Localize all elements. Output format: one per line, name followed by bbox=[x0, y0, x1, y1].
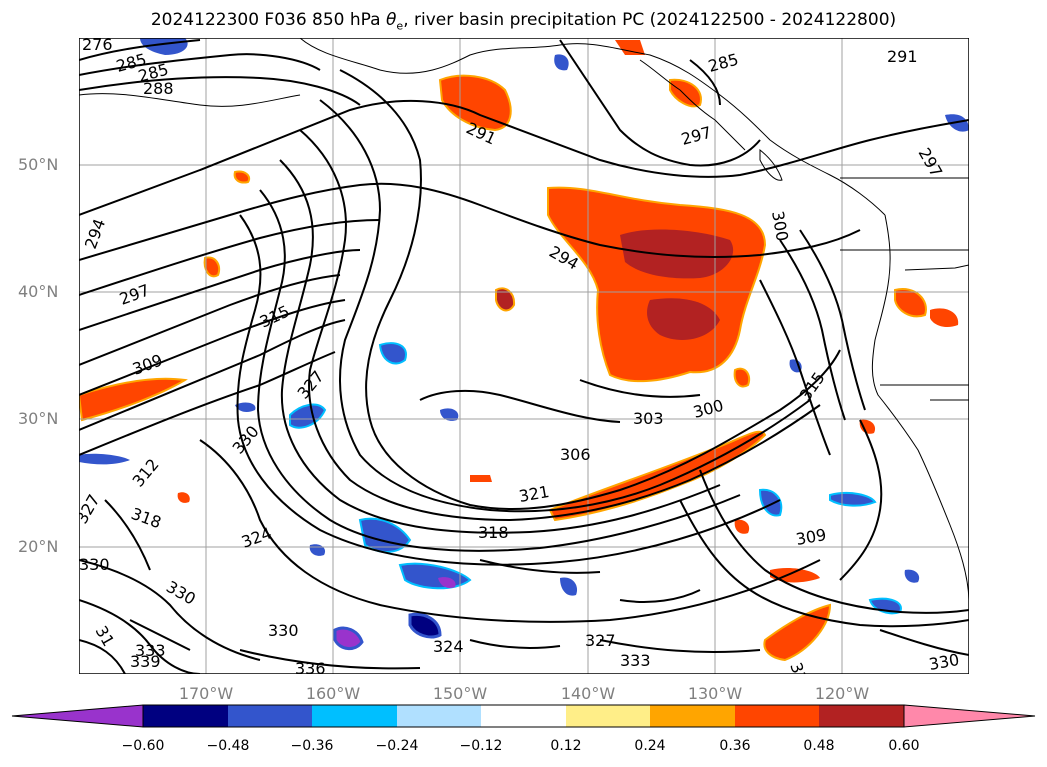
contour-label: 324 bbox=[433, 637, 464, 656]
neg-area-14 bbox=[554, 54, 569, 71]
lat-label-50n: 50°N bbox=[18, 155, 59, 174]
colorbar-tick: −0.12 bbox=[459, 738, 503, 754]
colorbar-extend-high bbox=[903, 704, 1036, 728]
contour-label: 339 bbox=[130, 652, 161, 671]
neg-area-3 bbox=[378, 342, 407, 365]
lat-label-20n: 20°N bbox=[18, 537, 59, 556]
colorbar-segment bbox=[650, 705, 735, 727]
precip-area-california bbox=[894, 288, 927, 318]
colorbar-tick: −0.24 bbox=[375, 738, 419, 754]
contour-label: 303 bbox=[633, 409, 664, 428]
neg-area-15 bbox=[440, 408, 459, 421]
lon-label-140w: 140°W bbox=[560, 684, 616, 703]
precip-area-alaska-coast bbox=[615, 40, 645, 55]
neg-area-8 bbox=[333, 626, 364, 650]
contour-label: 318 bbox=[478, 523, 509, 542]
figure-title: 2024122300 F036 850 hPa θe, river basin … bbox=[150, 10, 897, 33]
contour-label: 333 bbox=[135, 641, 166, 660]
precip-area-mid-4 bbox=[177, 492, 190, 503]
precip-positive-areas bbox=[79, 40, 959, 662]
precip-area-mid-1 bbox=[734, 519, 750, 534]
neg-area-4 bbox=[289, 403, 327, 429]
neg-area-17 bbox=[79, 453, 130, 465]
precip-core-1 bbox=[620, 229, 734, 279]
colorbar-segment bbox=[228, 705, 312, 727]
colorbar-tick: 0.60 bbox=[888, 738, 920, 754]
precip-area-baja bbox=[763, 603, 832, 662]
precip-area-bc-coast bbox=[669, 78, 702, 108]
precip-area-gulf-alaska bbox=[438, 74, 512, 132]
colorbar-segment bbox=[819, 705, 904, 727]
colorbar-segment bbox=[397, 705, 481, 727]
colorbar-tick: 0.24 bbox=[634, 738, 666, 754]
graticule bbox=[79, 38, 969, 674]
lon-label-120w: 120°W bbox=[814, 684, 870, 703]
lon-label-160w: 160°W bbox=[305, 684, 361, 703]
precip-core-2 bbox=[647, 298, 720, 340]
border-mexico bbox=[904, 264, 969, 271]
coast-alaska bbox=[299, 38, 886, 216]
theta-e-contours bbox=[79, 39, 969, 674]
precip-area-small-1 bbox=[495, 287, 516, 312]
contour-label: 291 bbox=[887, 47, 918, 66]
neg-area-11 bbox=[829, 492, 877, 507]
precip-area-nw-1 bbox=[233, 170, 251, 184]
neg-area-16 bbox=[560, 577, 578, 596]
colorbar-tick: −0.48 bbox=[206, 738, 250, 754]
coast-west bbox=[871, 214, 969, 601]
precip-area-rockies bbox=[930, 308, 959, 328]
lon-label-170w: 170°W bbox=[178, 684, 234, 703]
colorbar-segment bbox=[143, 705, 228, 727]
precip-area-mid-2 bbox=[859, 419, 876, 434]
colorbar-tick: 0.48 bbox=[803, 738, 835, 754]
colorbar-segment bbox=[735, 705, 819, 727]
lon-label-150w: 150°W bbox=[432, 684, 488, 703]
colorbar-tick: −0.36 bbox=[290, 738, 334, 754]
precip-area-mid-3 bbox=[470, 475, 492, 482]
colorbar-tick: −0.60 bbox=[121, 738, 165, 754]
colorbar-segment bbox=[481, 705, 566, 727]
colorbar bbox=[11, 704, 1036, 728]
precip-area-west bbox=[79, 377, 188, 422]
colorbar-tick: 0.12 bbox=[550, 738, 582, 754]
neg-area-10 bbox=[758, 488, 783, 517]
colorbar-segment bbox=[566, 705, 650, 727]
contour-label: 336 bbox=[295, 659, 326, 678]
precip-area-mid-5 bbox=[733, 367, 751, 388]
lon-label-130w: 130°W bbox=[687, 684, 743, 703]
contour-label: 306 bbox=[560, 445, 591, 464]
neg-area-20 bbox=[789, 359, 802, 373]
map-plot-area: 276 285 285 288 294 297 309 315 327 330 … bbox=[79, 35, 969, 678]
contour-label: 333 bbox=[620, 651, 651, 670]
lat-label-30n: 30°N bbox=[18, 409, 59, 428]
colorbar-extend-low bbox=[11, 704, 144, 728]
coast-vancouver-island bbox=[759, 148, 783, 181]
neg-area-7 bbox=[438, 577, 456, 588]
colorbar-tick: 0.36 bbox=[719, 738, 751, 754]
contour-label: 330 bbox=[79, 555, 110, 574]
coastlines bbox=[79, 38, 969, 601]
neg-area-9 bbox=[408, 612, 442, 639]
neg-area-18 bbox=[235, 402, 256, 413]
precip-area-small-2 bbox=[203, 256, 221, 278]
colorbar-segment bbox=[312, 705, 397, 727]
precip-area-mid-6 bbox=[770, 567, 820, 583]
lat-label-40n: 40°N bbox=[18, 282, 59, 301]
coast-bc bbox=[639, 59, 746, 151]
coast-aleutian bbox=[79, 93, 301, 107]
contour-label: 330 bbox=[268, 621, 299, 640]
neg-area-13 bbox=[904, 569, 920, 583]
contour-label: 276 bbox=[82, 35, 113, 54]
contour-label: 288 bbox=[143, 79, 174, 98]
contour-label: 327 bbox=[585, 631, 616, 650]
